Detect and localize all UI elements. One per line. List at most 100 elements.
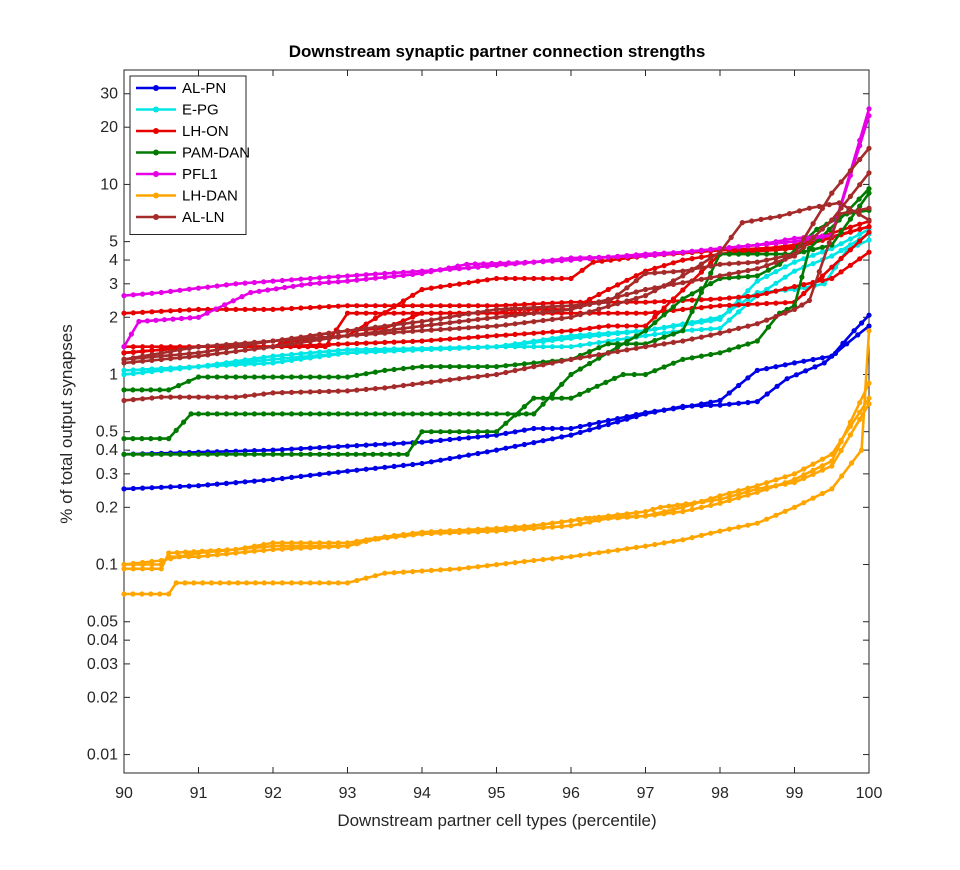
data-point	[354, 326, 360, 333]
data-point	[354, 303, 360, 309]
data-point	[549, 316, 556, 322]
data-point	[819, 234, 826, 240]
data-point	[372, 573, 378, 579]
data-point	[270, 451, 276, 457]
data-point	[251, 356, 257, 362]
data-point	[793, 372, 800, 378]
data-point	[174, 550, 180, 556]
data-point	[819, 249, 826, 255]
data-point	[503, 445, 509, 451]
data-point	[851, 328, 857, 334]
data-point	[186, 483, 192, 489]
data-point	[335, 347, 341, 354]
data-point	[559, 275, 565, 282]
data-point	[764, 245, 770, 251]
data-point	[177, 366, 183, 372]
data-point	[484, 372, 490, 379]
data-point	[652, 331, 658, 337]
data-point	[233, 358, 239, 364]
data-point	[736, 294, 742, 300]
data-point	[624, 546, 630, 552]
y-axis-label: % of total output synapses	[57, 324, 76, 523]
data-point	[652, 541, 658, 548]
data-point	[382, 274, 388, 280]
data-point	[279, 540, 285, 546]
data-point	[652, 337, 658, 344]
data-point	[195, 411, 202, 417]
data-point	[799, 302, 805, 308]
data-point	[484, 364, 490, 370]
data-point	[773, 477, 779, 483]
data-point	[568, 395, 574, 401]
data-point	[158, 367, 164, 374]
data-point	[326, 374, 332, 380]
data-point	[493, 333, 500, 339]
data-point	[698, 261, 705, 267]
data-point	[503, 363, 509, 369]
data-point	[605, 331, 611, 338]
data-point	[149, 451, 155, 457]
data-point	[428, 567, 434, 574]
data-point	[484, 315, 490, 321]
data-point	[503, 527, 509, 534]
data-point	[661, 330, 667, 336]
data-point	[819, 456, 826, 462]
data-point	[838, 179, 844, 185]
data-point	[549, 524, 556, 530]
data-point	[680, 537, 686, 543]
data-point	[158, 356, 164, 363]
data-point	[139, 387, 145, 393]
data-point	[177, 483, 183, 490]
data-point	[195, 364, 202, 370]
data-point	[317, 342, 323, 348]
data-point	[698, 247, 705, 253]
data-point	[195, 353, 202, 359]
data-point	[166, 550, 172, 556]
data-point	[344, 328, 351, 334]
data-point	[148, 387, 154, 393]
data-point	[217, 580, 223, 586]
data-point	[282, 284, 288, 291]
data-point	[726, 302, 732, 308]
data-point	[307, 445, 313, 451]
data-point	[605, 310, 611, 316]
data-point	[568, 425, 574, 432]
data-point	[503, 369, 509, 376]
data-point	[642, 333, 649, 339]
data-point	[493, 275, 500, 282]
data-point	[587, 519, 593, 525]
data-point	[642, 323, 649, 329]
data-point	[289, 337, 295, 343]
data-point	[754, 273, 760, 279]
data-point	[149, 309, 155, 315]
data-point	[577, 304, 583, 310]
data-point	[139, 591, 145, 597]
data-point	[428, 364, 434, 370]
data-point	[158, 289, 164, 296]
data-point	[317, 451, 323, 457]
data-point	[363, 272, 369, 278]
data-point	[559, 434, 565, 440]
data-point	[261, 279, 267, 285]
data-point	[186, 286, 192, 292]
data-point	[242, 357, 248, 363]
data-point	[456, 312, 462, 318]
data-point	[317, 580, 323, 586]
data-point	[764, 257, 770, 263]
data-point	[531, 425, 537, 432]
data-point	[214, 374, 220, 380]
data-point	[568, 328, 574, 334]
data-point	[372, 310, 378, 316]
data-point	[531, 319, 537, 325]
data-point	[446, 265, 452, 271]
data-point	[382, 346, 388, 352]
data-point	[121, 561, 127, 568]
data-point	[195, 306, 202, 312]
data-point	[298, 336, 304, 342]
data-point	[540, 304, 546, 310]
data-point	[307, 342, 313, 348]
data-point	[466, 429, 472, 435]
data-point	[689, 501, 695, 507]
data-point	[493, 562, 500, 568]
data-point	[670, 360, 677, 366]
